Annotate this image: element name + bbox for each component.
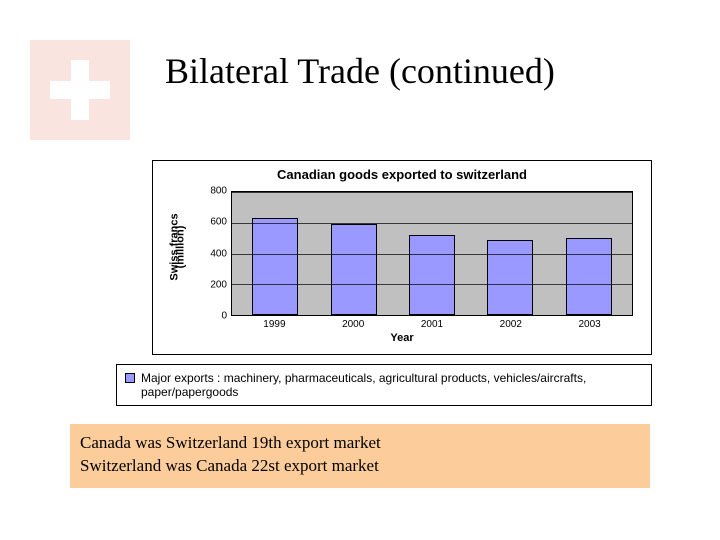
bar	[487, 240, 533, 315]
bar	[409, 235, 455, 315]
x-tick-label: 2001	[409, 319, 455, 330]
gridline	[232, 284, 632, 285]
bar	[252, 218, 298, 315]
y-axis-label-line2: (million)	[174, 226, 186, 269]
chart-legend: Major exports : machinery, pharmaceutica…	[116, 364, 652, 406]
y-tick-label: 200	[210, 279, 227, 290]
note-line-2: Switzerland was Canada 22st export marke…	[80, 455, 640, 478]
y-tick-label: 0	[221, 311, 227, 322]
note-line-1: Canada was Switzerland 19th export marke…	[80, 432, 640, 455]
x-tick-label: 2000	[330, 319, 376, 330]
y-tick-label: 800	[210, 186, 227, 197]
bar	[331, 224, 377, 315]
y-axis-ticks: 0200400600800	[201, 191, 227, 316]
chart-plot: Swiss francs (million) 0200400600800 199…	[165, 191, 639, 344]
export-chart: Canadian goods exported to switzerland S…	[152, 160, 652, 355]
page-title: Bilateral Trade (continued)	[165, 50, 555, 92]
bar	[566, 238, 612, 315]
x-tick-label: 2002	[488, 319, 534, 330]
y-axis-label: Swiss francs (million)	[165, 191, 199, 316]
gridline	[232, 192, 632, 193]
x-axis-label: Year	[165, 332, 639, 344]
x-tick-label: 2003	[567, 319, 613, 330]
y-tick-label: 400	[210, 248, 227, 259]
swiss-flag-icon	[30, 40, 130, 140]
plot-area	[231, 191, 633, 316]
trade-note: Canada was Switzerland 19th export marke…	[70, 424, 650, 488]
x-tick-label: 1999	[251, 319, 297, 330]
gridline	[232, 254, 632, 255]
y-tick-label: 600	[210, 217, 227, 228]
legend-swatch	[125, 373, 135, 383]
gridline	[232, 315, 632, 316]
x-axis-ticks: 1999 2000 2001 2002 2003	[231, 319, 633, 330]
legend-text: Major exports : machinery, pharmaceutica…	[141, 371, 643, 399]
chart-title: Canadian goods exported to switzerland	[153, 161, 651, 182]
gridline	[232, 223, 632, 224]
